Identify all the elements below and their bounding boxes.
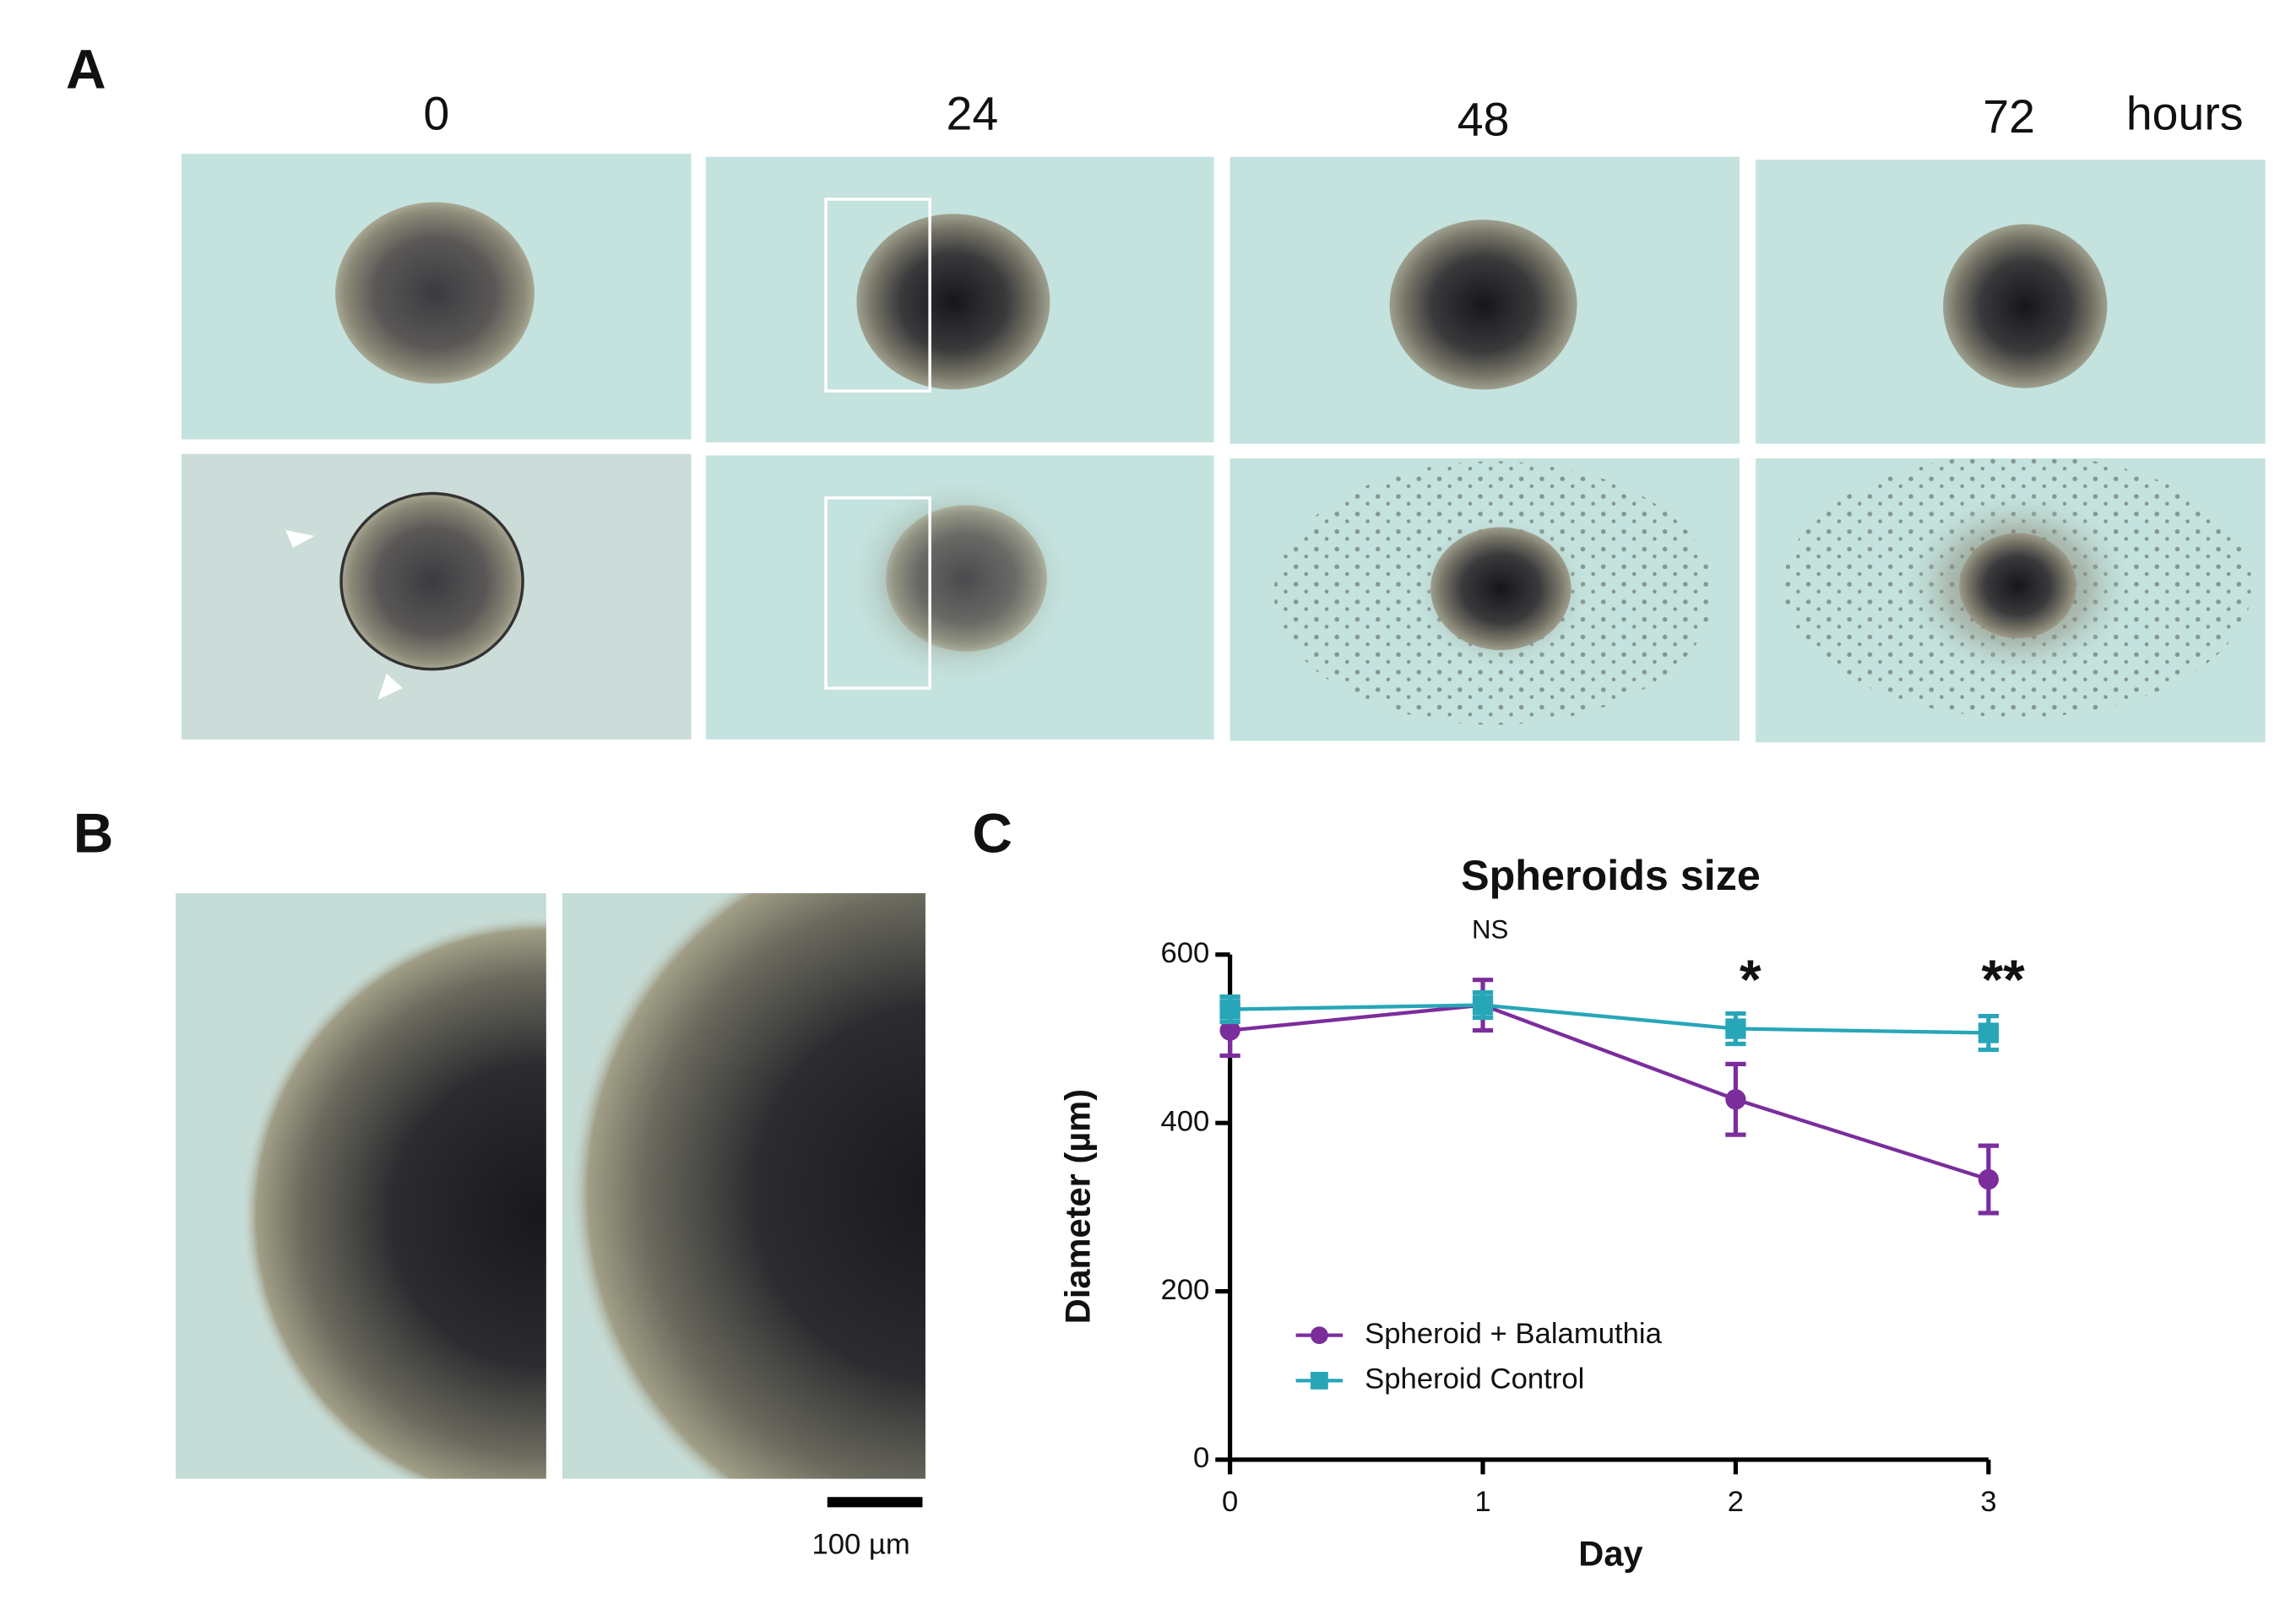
time-unit: hours — [2126, 88, 2244, 140]
scale-bar-label: 100 µm — [811, 1528, 909, 1560]
spheroid — [1943, 224, 2108, 388]
panel-label: B — [73, 801, 114, 864]
chart-title: Spheroids size — [1461, 851, 1761, 899]
panel-a — [182, 154, 2266, 743]
time-label: 72 — [1983, 90, 2035, 143]
marker — [1978, 1168, 1999, 1190]
micrograph-clip — [242, 915, 546, 1479]
marker — [1219, 999, 1240, 1020]
x-tick-label: 2 — [1728, 1486, 1744, 1518]
y-tick-label: 0 — [1193, 1442, 1209, 1474]
y-tick-label: 600 — [1160, 937, 1209, 969]
spheroid — [1959, 533, 2076, 639]
marker — [1978, 1022, 1999, 1043]
y-axis-label: Diameter (µm) — [1058, 1089, 1098, 1324]
time-label: 48 — [1457, 93, 1510, 145]
zoom-box — [824, 496, 931, 690]
marker — [1725, 1089, 1746, 1110]
y-tick-label: 400 — [1160, 1105, 1209, 1137]
x-tick-label: 0 — [1222, 1486, 1238, 1518]
zoom-box — [824, 198, 931, 393]
significance-label: NS — [1472, 914, 1508, 944]
marker — [1725, 1018, 1746, 1039]
spheroid — [1430, 527, 1571, 651]
arrowhead — [377, 673, 403, 701]
legend-label: Spheroid + Balamuthia — [1365, 1318, 1662, 1350]
series-line — [1229, 1003, 1989, 1035]
x-tick-label: 1 — [1474, 1486, 1490, 1518]
significance-label: ** — [1982, 948, 2026, 1011]
spheroid — [1389, 219, 1577, 390]
x-axis-label: Day — [1578, 1533, 1642, 1573]
time-label: 24 — [947, 88, 999, 140]
spheroid — [886, 505, 1047, 652]
legend-marker — [1310, 1326, 1328, 1345]
time-label: 0 — [423, 88, 449, 140]
panel-label: A — [66, 37, 106, 100]
marker — [1219, 1020, 1240, 1041]
marker — [1472, 994, 1494, 1016]
arrowhead — [285, 529, 315, 548]
legend-label: Spheroid Control — [1365, 1363, 1584, 1396]
spheroid — [339, 491, 524, 671]
spheroid — [335, 202, 535, 384]
spheroid — [856, 214, 1050, 390]
series-line — [1229, 1003, 1989, 1182]
x-tick-label: 3 — [1980, 1486, 1996, 1518]
legend-marker — [1310, 1371, 1328, 1390]
panel-label: C — [972, 801, 1012, 864]
y-tick-label: 200 — [1160, 1274, 1209, 1306]
micrograph-clip — [569, 892, 925, 1479]
panel-b — [176, 892, 925, 1508]
significance-label: * — [1740, 948, 1761, 1011]
